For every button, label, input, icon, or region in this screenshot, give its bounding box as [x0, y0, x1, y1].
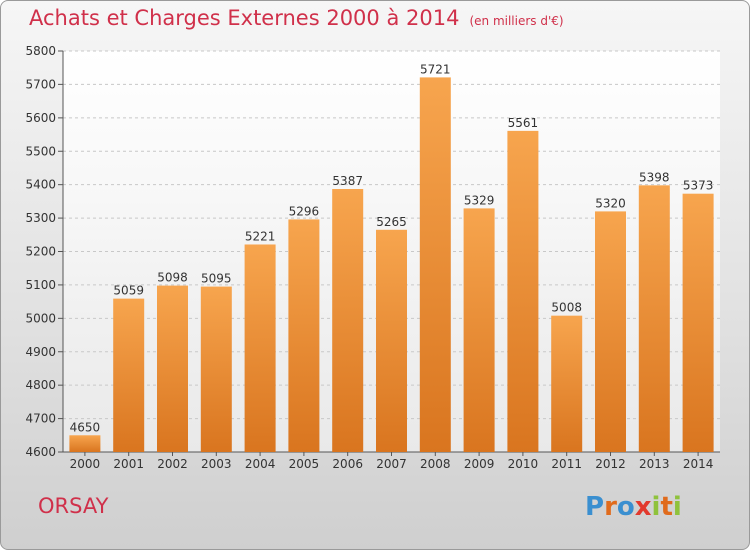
bar-2008 — [419, 77, 451, 452]
bar-2007 — [376, 229, 407, 452]
y-tick-label: 5600 — [25, 111, 56, 125]
y-tick-label: 5800 — [25, 44, 56, 58]
x-tick-label: 2012 — [595, 457, 626, 471]
x-tick-label: 2001 — [113, 457, 144, 471]
logo-letter: P — [585, 492, 605, 522]
x-tick-label: 2011 — [551, 457, 582, 471]
y-tick-label: 5300 — [25, 211, 56, 225]
x-tick-label: 2003 — [201, 457, 232, 471]
bar-2003 — [200, 286, 232, 452]
bar-2000 — [69, 435, 101, 452]
bar-2012 — [595, 211, 626, 452]
bar-2011 — [551, 315, 583, 452]
value-label: 5296 — [289, 204, 320, 218]
x-tick-label: 2008 — [420, 457, 451, 471]
x-tick-label: 2005 — [289, 457, 320, 471]
bar-2010 — [507, 130, 539, 452]
chart-title-text: Achats et Charges Externes 2000 à 2014 — [29, 6, 460, 30]
x-tick-label: 2013 — [639, 457, 670, 471]
bar-2002 — [157, 285, 188, 452]
y-tick-label: 5200 — [25, 245, 56, 259]
y-tick-label: 4700 — [25, 412, 56, 426]
value-label: 5373 — [683, 179, 714, 193]
x-tick-label: 2010 — [508, 457, 539, 471]
x-tick-label: 2009 — [464, 457, 495, 471]
chart-subtitle: (en milliers d'€) — [469, 14, 564, 28]
logo-letter: i — [651, 492, 661, 522]
value-label: 5095 — [201, 272, 232, 286]
value-label: 5059 — [113, 284, 144, 298]
bar-2009 — [463, 208, 495, 452]
value-label: 5221 — [245, 229, 276, 243]
y-tick-label: 5700 — [25, 77, 56, 91]
value-label: 5561 — [508, 116, 539, 130]
bar-2001 — [113, 298, 145, 452]
value-label: 5098 — [157, 271, 188, 285]
chart-title: Achats et Charges Externes 2000 à 2014 (e… — [29, 6, 564, 30]
logo-letter: x — [634, 492, 652, 522]
x-tick-label: 2014 — [683, 457, 714, 471]
value-label: 4650 — [70, 420, 101, 434]
y-tick-label: 4600 — [25, 445, 56, 459]
y-tick-label: 5100 — [25, 278, 56, 292]
x-tick-label: 2004 — [245, 457, 276, 471]
logo-letter: o — [616, 492, 635, 522]
logo-letter: t — [660, 492, 673, 522]
bar-2004 — [244, 244, 276, 452]
x-tick-label: 2000 — [70, 457, 101, 471]
bar-2006 — [332, 189, 364, 452]
y-tick-label: 5000 — [25, 311, 56, 325]
logo-letter: i — [672, 492, 682, 522]
x-tick-label: 2002 — [157, 457, 188, 471]
logo-letter: r — [604, 492, 617, 522]
bar-2013 — [638, 185, 670, 452]
value-label: 5387 — [332, 174, 363, 188]
proxiti-logo: Proxiti — [585, 492, 682, 522]
x-tick-label: 2006 — [332, 457, 363, 471]
value-label: 5320 — [595, 196, 626, 210]
x-tick-label: 2007 — [376, 457, 407, 471]
value-label: 5008 — [551, 301, 582, 315]
value-label: 5721 — [420, 62, 451, 76]
y-tick-label: 5500 — [25, 144, 56, 158]
bar-2005 — [288, 219, 320, 452]
value-label: 5398 — [639, 170, 670, 184]
city-name: ORSAY — [38, 494, 109, 518]
y-tick-label: 4800 — [25, 378, 56, 392]
value-label: 5329 — [464, 193, 495, 207]
bar-2014 — [682, 193, 714, 453]
value-label: 5265 — [376, 215, 407, 229]
y-tick-label: 5400 — [25, 178, 56, 192]
y-tick-label: 4900 — [25, 345, 56, 359]
